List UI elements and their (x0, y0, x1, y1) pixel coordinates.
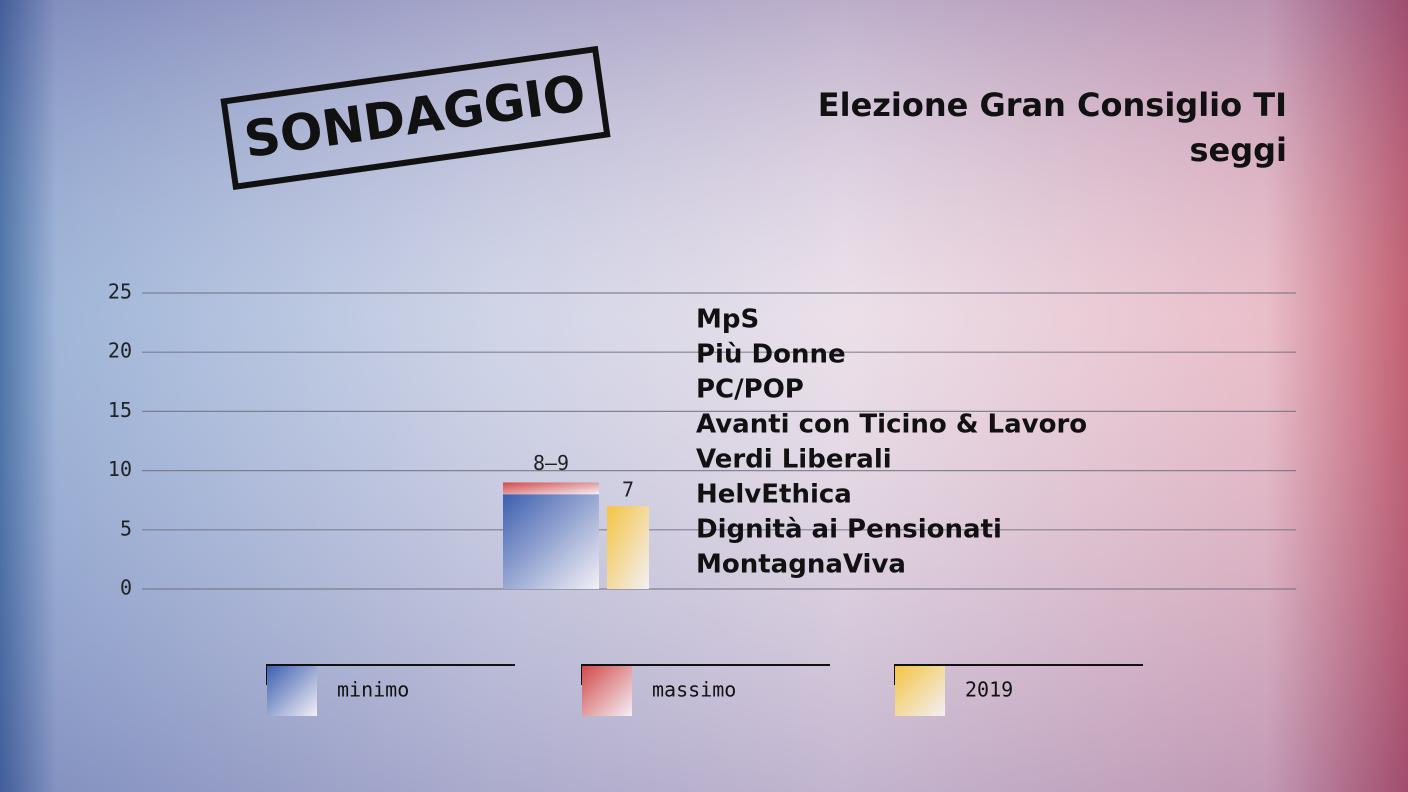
party-name: Dignità ai Pensionati (696, 515, 1002, 545)
legend-swatch (895, 666, 945, 716)
y-tick-label: 0 (120, 576, 132, 600)
party-name: PC/POP (696, 375, 804, 405)
y-tick-label: 15 (108, 398, 132, 422)
y-tick-label: 5 (120, 516, 132, 540)
chart-title: Elezione Gran Consiglio TI (818, 86, 1287, 124)
stamp-frame (220, 45, 611, 190)
party-name: MpS (696, 305, 759, 335)
value-label: 8–9 (533, 451, 569, 475)
legend-label: minimo (337, 678, 409, 702)
bar-massimo (503, 482, 599, 495)
legend-label: 2019 (965, 678, 1013, 702)
bar-minimo (503, 494, 599, 589)
party-name: Verdi Liberali (696, 445, 892, 475)
legend-swatch (582, 666, 632, 716)
party-name: HelvEthica (696, 480, 852, 510)
legend-label: massimo (652, 678, 736, 702)
y-tick-label: 20 (108, 339, 132, 363)
value-label: 7 (622, 478, 634, 502)
chart-subtitle: seggi (1189, 131, 1287, 169)
legend-swatch (267, 666, 317, 716)
bar-2019 (607, 506, 649, 589)
y-tick-label: 25 (108, 280, 132, 304)
y-tick-label: 10 (108, 457, 132, 481)
party-name: MontagnaViva (696, 550, 906, 580)
party-name: Avanti con Ticino & Lavoro (696, 410, 1087, 440)
party-name: Più Donne (696, 340, 846, 370)
